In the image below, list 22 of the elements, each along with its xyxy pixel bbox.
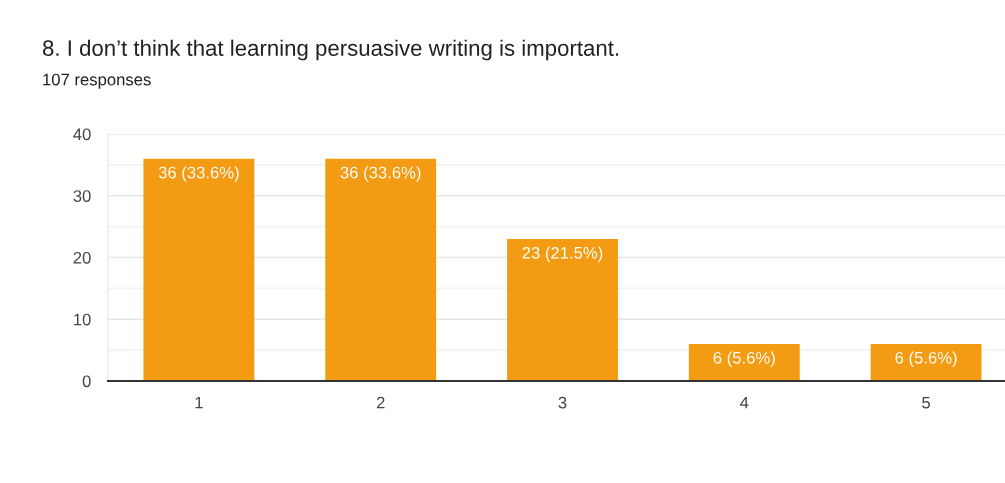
data-label: 6 (5.6%) [895, 351, 957, 367]
chart-subtitle: 107 responses [43, 73, 151, 89]
x-tick-label: 2 [376, 396, 385, 409]
data-label: 23 (21.5%) [522, 246, 603, 263]
bar [325, 158, 437, 381]
chart-title: 8. I don’t think that learning persuasive writing is important. [42, 39, 619, 61]
y-tick-label: 40 [73, 128, 91, 141]
y-tick-label: 30 [73, 190, 91, 202]
bar [507, 238, 618, 381]
x-tick-label: 5 [922, 396, 931, 409]
y-tick-label: 0 [82, 375, 91, 388]
x-tick-label: 1 [195, 396, 203, 409]
bar [870, 343, 982, 381]
data-label: 36 (33.6%) [158, 166, 239, 182]
x-tick-label: 4 [740, 396, 749, 409]
x-tick-label: 3 [558, 396, 567, 409]
y-tick-label: 10 [74, 313, 91, 326]
bar [688, 343, 800, 381]
bar [143, 158, 255, 381]
data-label: 6 (5.6%) [713, 351, 775, 367]
data-label: 36 (33.6%) [340, 166, 421, 182]
y-tick-label: 20 [73, 251, 91, 264]
